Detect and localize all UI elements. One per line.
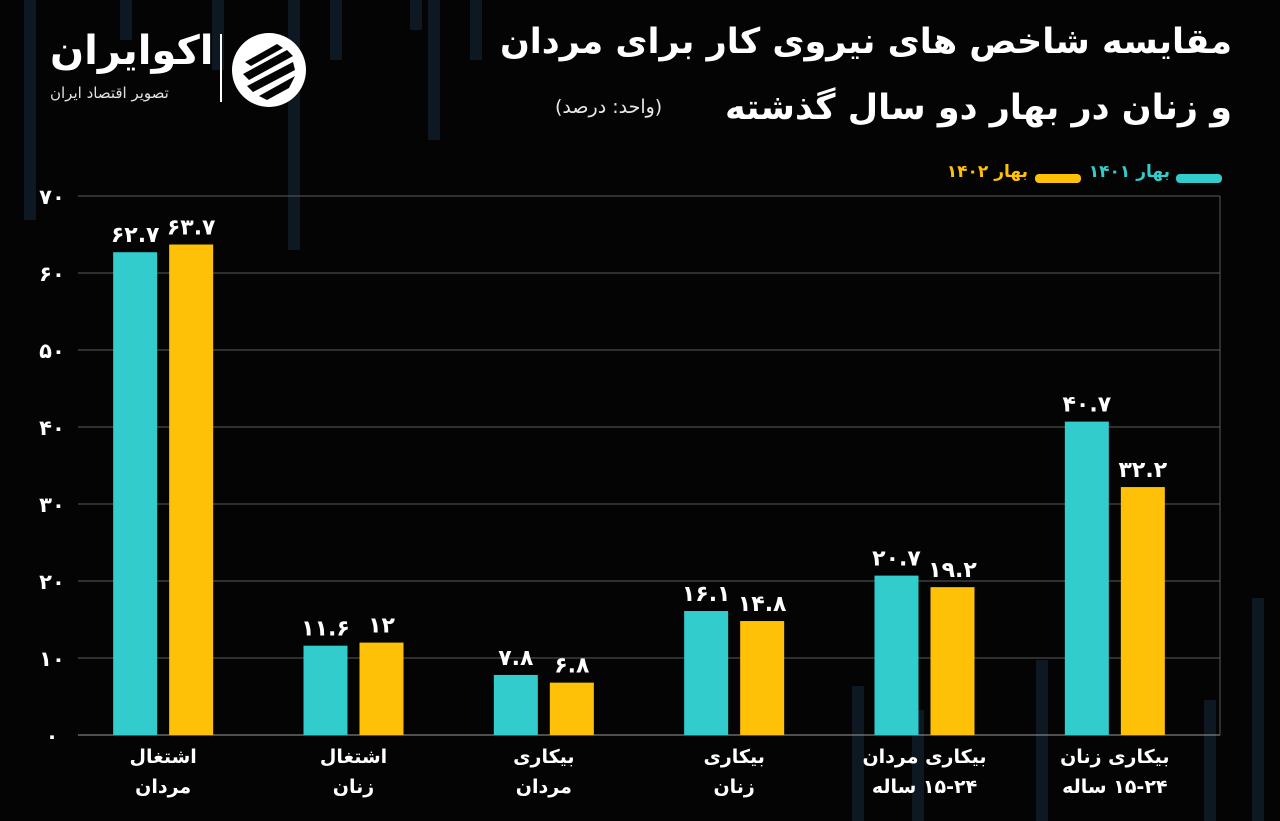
bg-candle [24, 0, 36, 220]
bg-candle [428, 0, 440, 140]
bar [874, 575, 919, 735]
x-category-label: اشتغال زنان [269, 742, 439, 802]
bar [684, 611, 729, 735]
ecoiran-logo-icon [232, 33, 306, 107]
x-category-label: بیکاری مردان [459, 742, 629, 802]
bar-value-label: ۱۹.۲ [928, 558, 977, 583]
bar [359, 642, 404, 735]
bar-value-label: ۱۶.۱ [682, 582, 731, 607]
bar [1064, 421, 1109, 735]
bar-value-label: ۱۱.۶ [301, 617, 350, 642]
x-category-label: اشتغال مردان [78, 742, 248, 802]
bg-candle [912, 710, 924, 821]
bar [1120, 487, 1165, 735]
y-tick-label: ۰ [46, 724, 59, 748]
bar-value-label: ۳۲.۲ [1119, 458, 1168, 483]
bg-candle [410, 0, 422, 30]
x-category-label-line: مردان [135, 776, 192, 798]
bar [169, 244, 214, 735]
x-category-label-line: ۱۵-۲۴ ساله [1062, 776, 1168, 798]
y-tick-label: ۱۰ [39, 647, 65, 671]
y-tick-label: ۷۰ [39, 185, 65, 209]
legend-label-1402: بهار ۱۴۰۲ [946, 162, 1028, 182]
legend-label-1401: بهار ۱۴۰۱ [1088, 162, 1170, 182]
legend-swatch-1402 [1035, 174, 1081, 183]
bar-value-label: ۴۰.۷ [1063, 393, 1112, 418]
chart-title-line-1: مقایسه شاخص های نیروی کار برای مردان [499, 22, 1232, 62]
bg-candle [1036, 660, 1048, 821]
bar-value-label: ۱۴.۸ [738, 592, 787, 617]
bg-candle [852, 686, 864, 821]
bg-candle [1252, 598, 1264, 821]
x-category-label-line: زنان [713, 776, 755, 798]
bar-value-label: ۷.۸ [498, 646, 534, 671]
x-category-label-line: زنان [332, 776, 375, 798]
x-category-label-line: ۱۵-۲۴ ساله [871, 776, 978, 798]
bar [740, 621, 785, 735]
bar [549, 682, 594, 735]
x-category-label-line: مردان [515, 776, 572, 798]
y-tick-label: ۴۰ [39, 416, 65, 440]
logo-divider [220, 34, 222, 102]
bar-value-label: ۱۲ [368, 614, 395, 639]
y-tick-label: ۵۰ [39, 339, 65, 363]
bg-candle [120, 0, 132, 40]
y-tick-label: ۲۰ [39, 570, 65, 594]
x-category-label: بیکاری مردان ۱۵-۲۴ ساله [840, 742, 1010, 802]
bg-candle [1204, 700, 1216, 821]
x-category-label-line: بیکاری [703, 746, 765, 768]
bar-value-label: ۶۳.۷ [167, 216, 216, 241]
bar [930, 587, 975, 735]
x-category-label-line: بیکاری مردان [862, 746, 987, 768]
bar-value-label: ۶.۸ [554, 654, 590, 679]
x-category-label-line: بیکاری [513, 746, 575, 768]
bar-value-label: ۶۲.۷ [111, 223, 160, 248]
bar [493, 674, 538, 735]
y-tick-label: ۶۰ [39, 262, 65, 286]
x-category-label: بیکاری زنان ۱۵-۲۴ ساله [1030, 742, 1200, 802]
x-category-label-line: اشتغال [129, 746, 197, 768]
bar [303, 645, 348, 735]
chart-title-line-2: و زنان در بهار دو سال گذشته [725, 88, 1232, 128]
x-category-label-line: بیکاری زنان [1060, 746, 1170, 768]
x-category-label-line: اشتغال [319, 746, 388, 768]
bg-candle [330, 0, 342, 60]
brand-name: اکوایران [50, 28, 214, 74]
bg-candle [470, 0, 482, 60]
unit-note: (واحد: درصد) [555, 96, 663, 118]
legend-swatch-1401 [1176, 174, 1222, 183]
x-category-label: بیکاری زنان [649, 742, 819, 802]
brand-tagline: تصویر اقتصاد ایران [50, 84, 169, 102]
y-tick-label: ۳۰ [39, 493, 65, 517]
bar [113, 252, 158, 735]
bar-value-label: ۲۰.۷ [872, 547, 921, 572]
